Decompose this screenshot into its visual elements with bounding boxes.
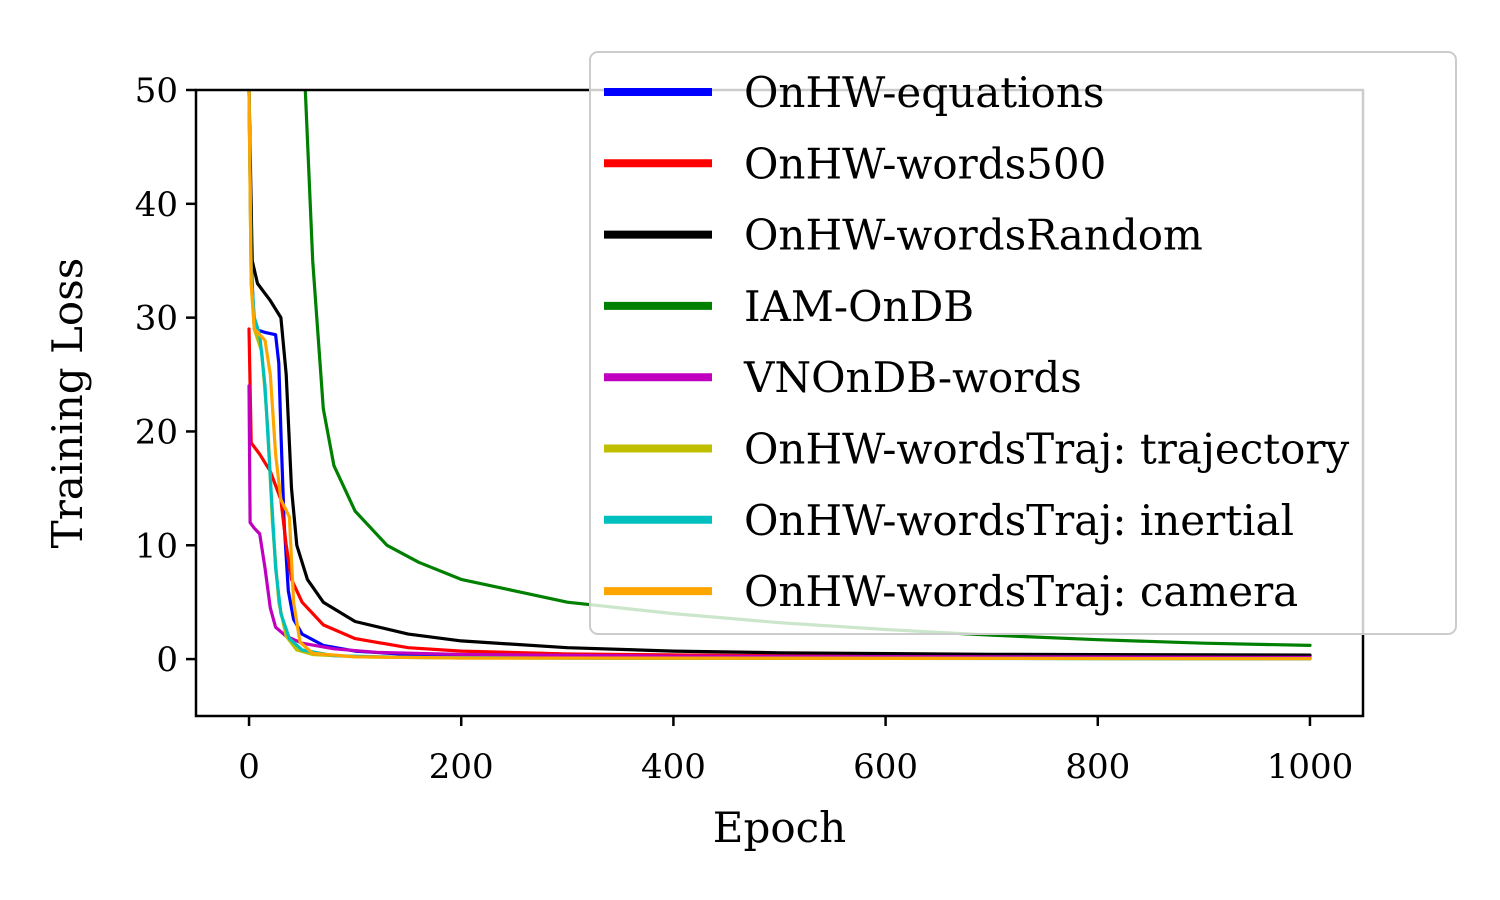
legend-label-8: OnHW-wordsTraj: camera <box>744 567 1298 616</box>
legend-box <box>589 51 1457 635</box>
y-tick-label-0: 0 <box>156 640 178 680</box>
series-line-4 <box>303 90 1312 647</box>
legend-label-3: OnHW-wordsRandom <box>744 211 1203 260</box>
x-tick-label-400: 400 <box>641 747 706 787</box>
series-line-5 <box>247 384 1312 659</box>
x-axis-title: Epoch <box>713 803 846 852</box>
y-axis-title: Training Loss <box>43 258 92 549</box>
legend-label-6: OnHW-wordsTraj: trajectory <box>744 425 1349 474</box>
legend-label-2: OnHW-words500 <box>744 139 1106 188</box>
x-tick-label-200: 200 <box>429 747 494 787</box>
ticks-layer: 0 200 400 600 800 1000 0 10 20 30 40 50 <box>135 71 1353 787</box>
series-line-8 <box>247 90 1312 661</box>
y-tick-label-50: 50 <box>135 71 178 111</box>
legend-label-5: VNOnDB-words <box>743 353 1082 402</box>
series-line-3 <box>247 90 1312 657</box>
x-tick-label-1000: 1000 <box>1267 747 1354 787</box>
legend-label-4: IAM-OnDB <box>744 282 974 331</box>
y-tick-label-40: 40 <box>135 185 178 225</box>
legend-label-1: OnHW-equations <box>744 68 1104 117</box>
x-tick-label-0: 0 <box>238 747 260 787</box>
y-tick-label-10: 10 <box>135 526 178 566</box>
x-tick-label-800: 800 <box>1065 747 1130 787</box>
legend: OnHW-equations OnHW-words500 OnHW-wordsRan… <box>589 51 1457 635</box>
legend-items: OnHW-equations OnHW-words500 OnHW-wordsRan… <box>604 68 1349 616</box>
y-tick-label-20: 20 <box>135 412 178 452</box>
series-layer <box>247 90 1312 661</box>
legend-label-7: OnHW-wordsTraj: inertial <box>744 496 1294 545</box>
y-tick-label-30: 30 <box>135 299 178 339</box>
x-tick-label-600: 600 <box>853 747 918 787</box>
